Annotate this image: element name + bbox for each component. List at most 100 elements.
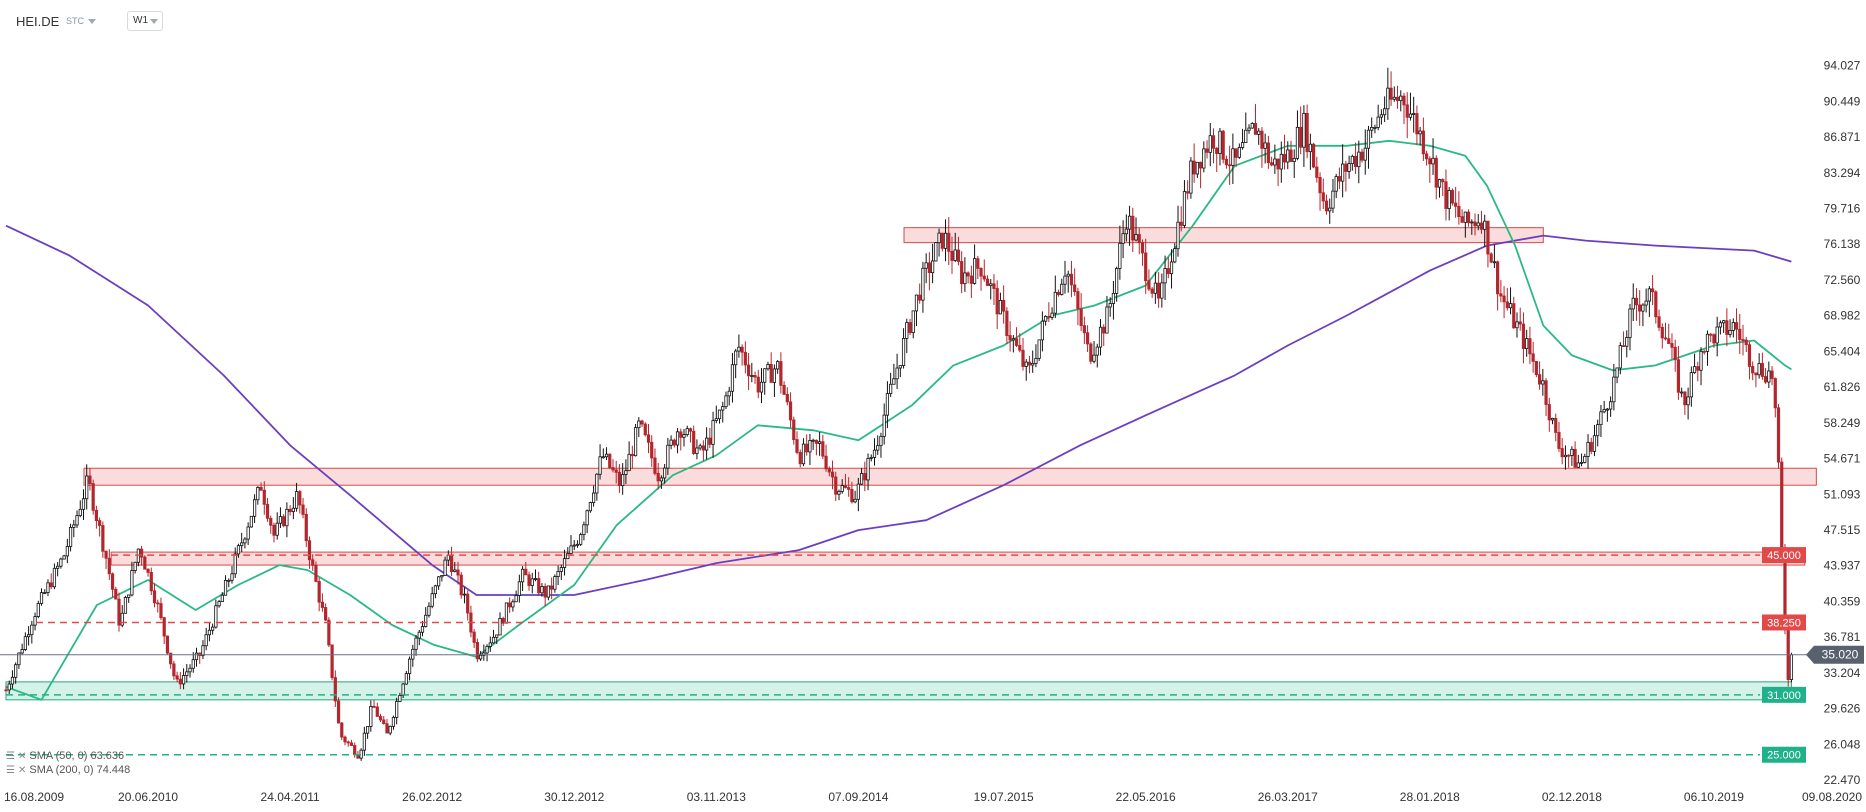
candle-body (730, 364, 735, 392)
legend-sma200[interactable]: ☰ ✕ SMA (200, 0) 74.448 (6, 764, 130, 776)
candle-body (130, 570, 134, 596)
candle-body (1692, 366, 1697, 374)
x-tick-label: 06.10.2019 (1684, 790, 1744, 804)
candle-body (559, 567, 563, 572)
candle-body (514, 595, 518, 603)
candle-body (1722, 320, 1726, 324)
candle-body (1192, 160, 1196, 175)
candle-body (324, 607, 328, 621)
candle-body (533, 578, 538, 580)
candle-body (194, 652, 199, 661)
candle-body (1121, 233, 1125, 244)
candle-body (1163, 268, 1167, 284)
candle-body (850, 488, 854, 503)
close-icon[interactable]: ✕ (17, 764, 27, 776)
symbol-label[interactable]: HEI.DE (16, 14, 60, 29)
candle-body (1525, 338, 1529, 349)
candle-body (679, 431, 683, 438)
candle-body (1328, 207, 1332, 212)
candle-body (756, 376, 760, 393)
candle-body (1544, 380, 1548, 405)
candle-body (1638, 304, 1642, 312)
candle-body (1127, 215, 1132, 230)
candle-body (285, 508, 289, 527)
candle-body (336, 700, 341, 724)
y-tick-label: 86.871 (1824, 130, 1861, 144)
candle-body (1131, 215, 1135, 241)
candle-body (966, 272, 970, 277)
candle-body (333, 677, 337, 702)
layers-icon: ☰ (6, 750, 15, 762)
candle-body (753, 375, 757, 378)
candle-body (892, 378, 896, 385)
candle-body (834, 476, 838, 495)
candle-body (1489, 253, 1493, 263)
candle-body (1789, 654, 1794, 680)
candle-body (1421, 130, 1425, 155)
candle-body (185, 671, 189, 676)
candle-body (220, 594, 224, 603)
candle-body (340, 722, 344, 738)
candle-body (49, 582, 53, 588)
candle-body (78, 508, 82, 517)
candle-body (133, 561, 137, 571)
candle-body (1060, 283, 1064, 295)
candle-body (1308, 143, 1312, 153)
candle-body (7, 683, 11, 691)
candle-body (1773, 378, 1777, 409)
candle-body (1334, 176, 1338, 192)
legend-sma50[interactable]: ☰ ✕ SMA (50, 0) 63.636 (6, 750, 124, 762)
candle-body (1457, 205, 1461, 218)
candle-body (685, 428, 689, 435)
candle-body (1534, 361, 1538, 376)
y-tick-label: 61.826 (1824, 380, 1861, 394)
candle-body (91, 483, 95, 511)
candle-body (1518, 321, 1522, 325)
candle-body (543, 586, 547, 598)
candle-body (792, 419, 796, 440)
candle-body (1182, 191, 1187, 226)
candle-body (372, 705, 376, 708)
candle-body (1744, 339, 1748, 346)
candle-body (653, 457, 657, 474)
candle-body (110, 573, 115, 590)
candle-body (1434, 157, 1438, 188)
candle-body (872, 449, 877, 458)
y-tick-label: 36.781 (1824, 630, 1861, 644)
sma50-line (5, 139, 1792, 701)
candle-body (960, 261, 964, 285)
close-icon[interactable]: ✕ (17, 750, 27, 762)
candle-body (688, 428, 693, 432)
candle-body (369, 705, 373, 727)
candle-body (979, 267, 983, 277)
candle-body (1218, 130, 1222, 154)
candle-body (708, 437, 712, 445)
candle-body (530, 578, 534, 586)
timeframe-select[interactable]: W1 (127, 11, 163, 31)
candle-body (869, 457, 873, 459)
candle-body (1412, 113, 1416, 115)
candle-body (1612, 376, 1616, 403)
candle-body (152, 590, 157, 604)
candle-body (520, 568, 525, 583)
candle-body (1660, 326, 1664, 339)
level-label-bg-3 (1762, 746, 1806, 763)
level-label-0: 45.000 (1767, 550, 1801, 562)
candle-body (10, 676, 15, 685)
candle-body (821, 441, 825, 457)
x-tick-label: 02.12.2018 (1542, 790, 1602, 804)
chevron-down-icon[interactable] (88, 19, 96, 24)
candles-layer (4, 67, 1794, 761)
candle-body (498, 618, 502, 636)
candle-body (592, 492, 596, 503)
candle-body (346, 741, 350, 744)
candle-body (1176, 221, 1180, 250)
candle-body (1089, 343, 1093, 362)
candle-body (646, 434, 651, 443)
candle-body (317, 581, 321, 603)
candle-body (511, 601, 515, 608)
y-tick-label: 22.470 (1824, 773, 1861, 787)
candle-body (1079, 308, 1083, 327)
candle-body (388, 725, 392, 734)
